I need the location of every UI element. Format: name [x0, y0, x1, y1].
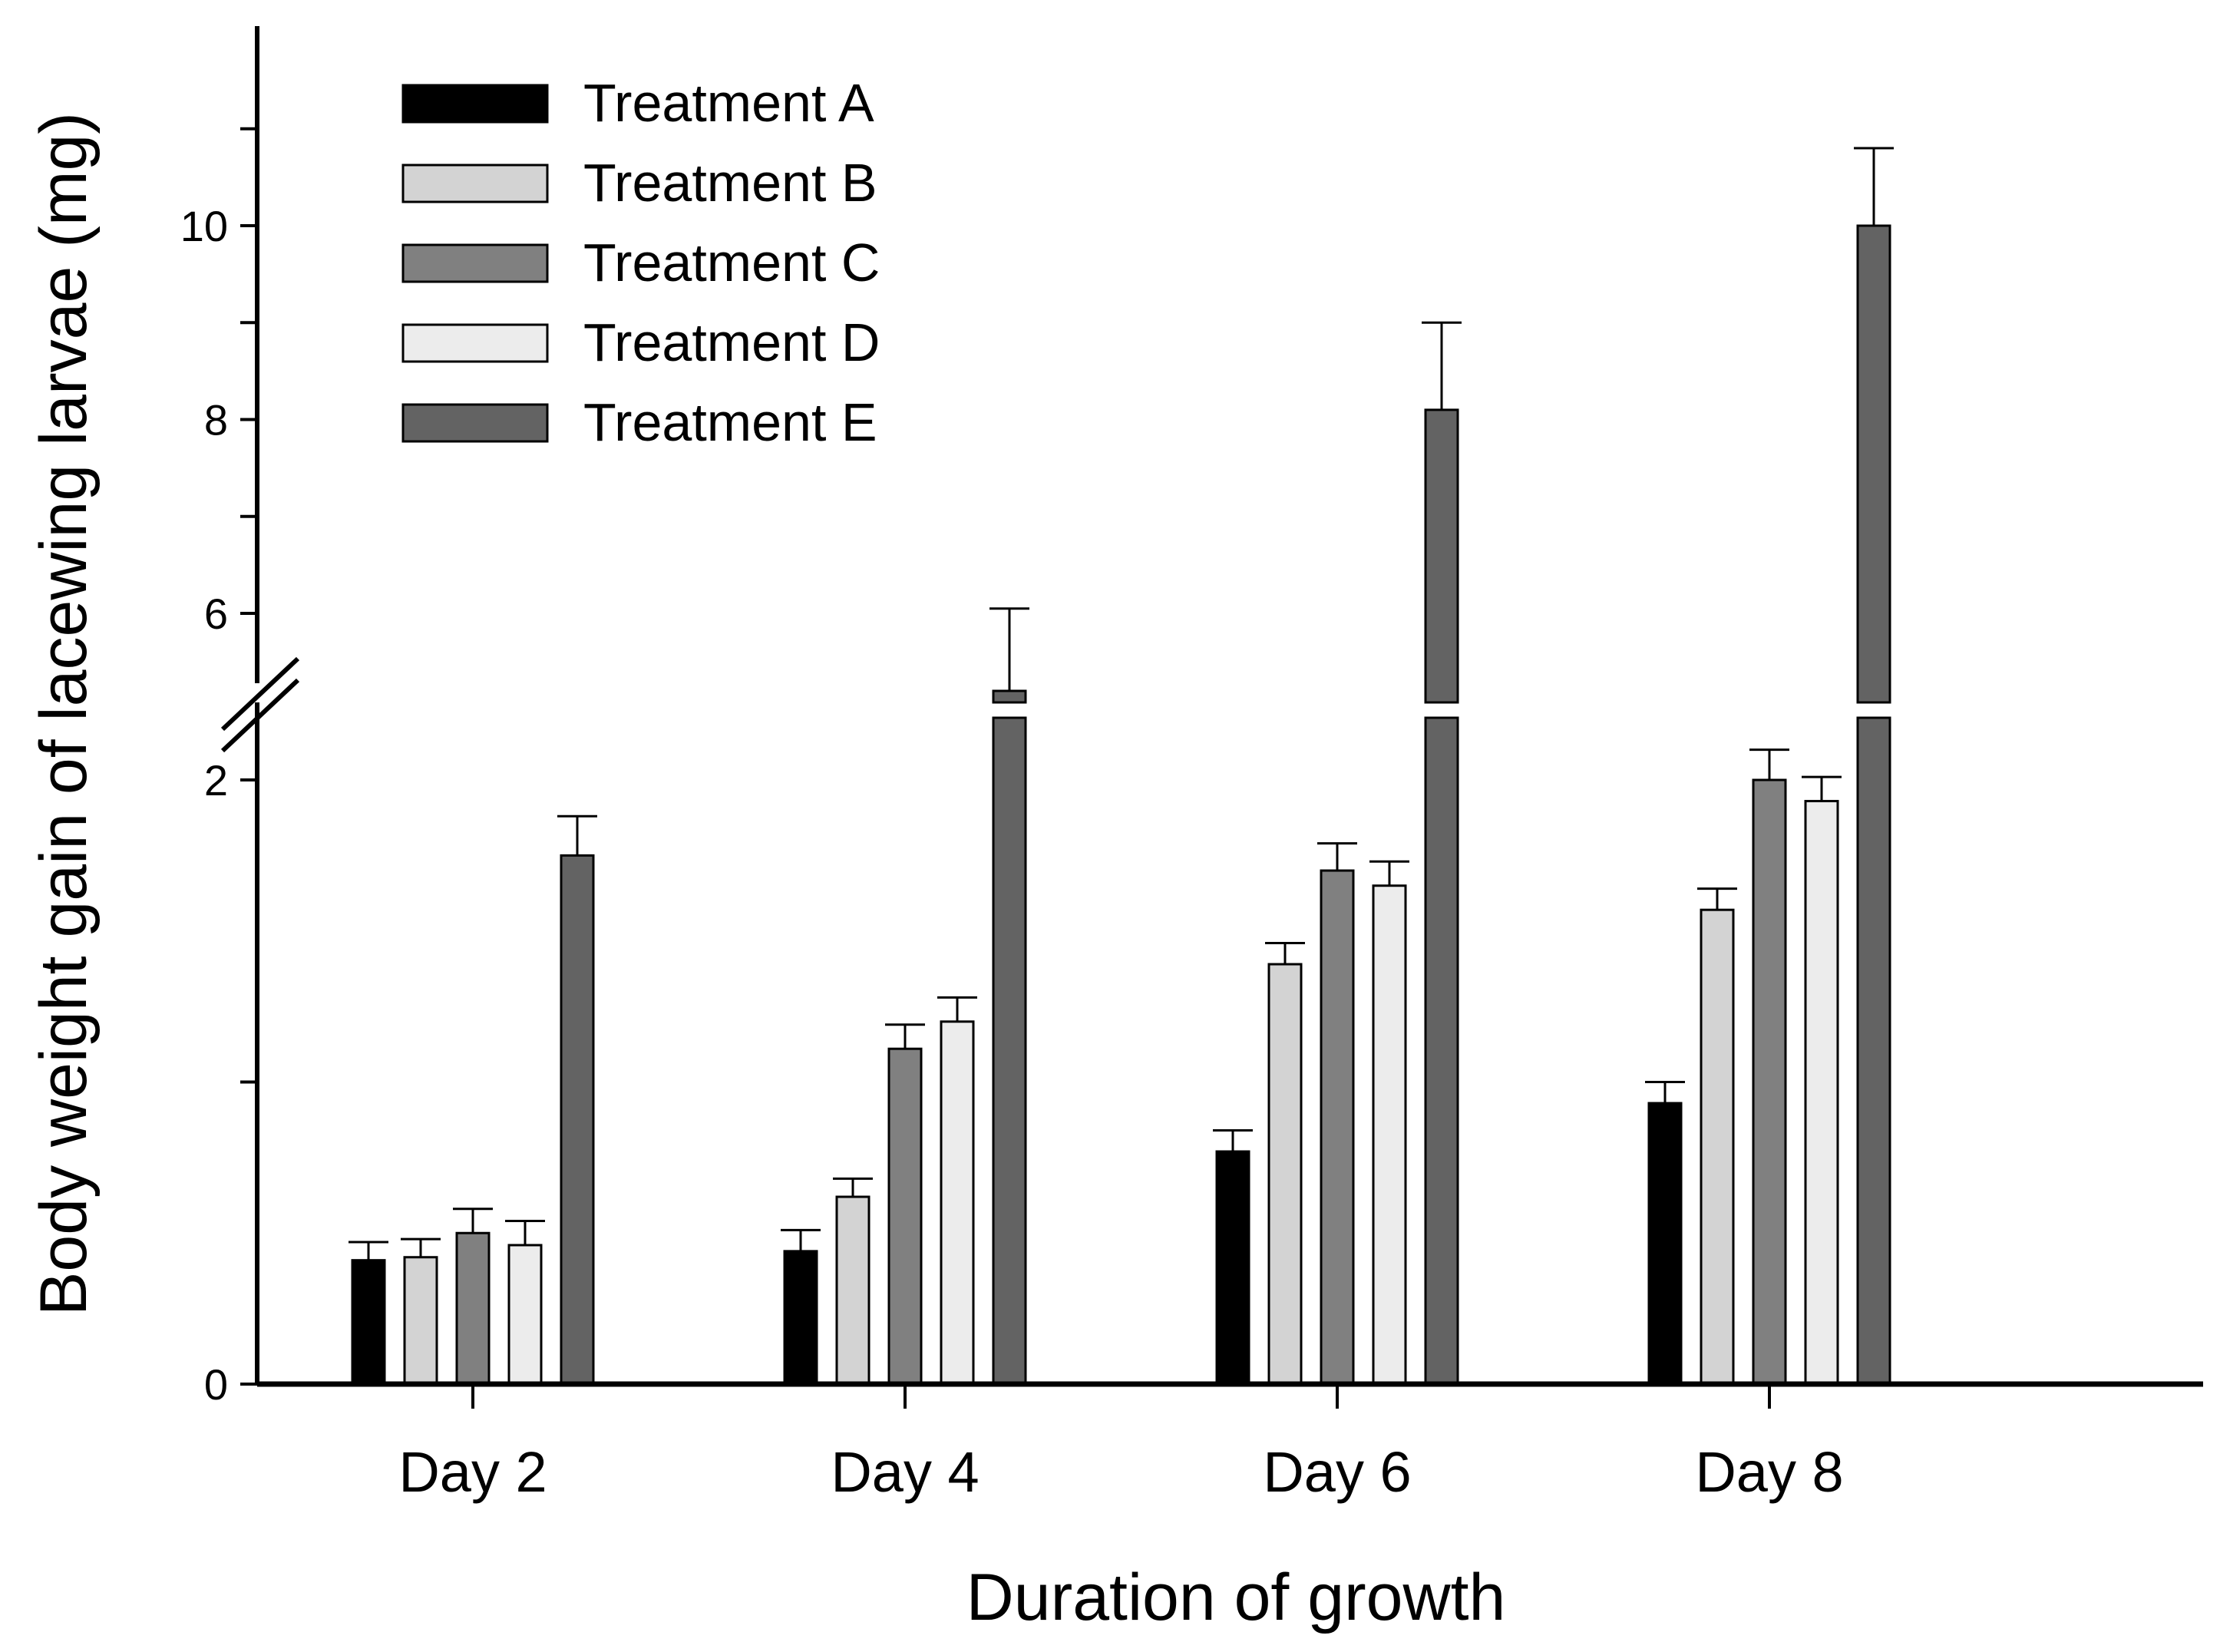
bar-4-3 [1372, 884, 1407, 1386]
legend-label-2: Treatment B [583, 153, 877, 213]
bar-4-2 [940, 1020, 975, 1386]
legend-swatch-1 [401, 84, 549, 124]
bar-2-2 [835, 1195, 870, 1386]
legend-swatch-3 [401, 243, 549, 283]
x-category-label: Day 8 [1695, 1440, 1843, 1504]
bar-1-4 [1647, 1102, 1683, 1386]
legend-label-1: Treatment A [583, 73, 874, 133]
legend: Treatment A Treatment B Treatment C Treatme… [401, 73, 880, 452]
legend-swatch-5 [401, 403, 549, 443]
bar-5-4-lower [1856, 716, 1891, 1386]
bar-2-1 [403, 1256, 438, 1386]
bar-3-2 [887, 1047, 923, 1386]
bar-5-1 [560, 854, 595, 1386]
bar-3-1 [455, 1231, 491, 1386]
bar-1-1 [351, 1259, 386, 1386]
bar-5-4-upper [1856, 224, 1891, 704]
x-category-label: Day 2 [398, 1440, 547, 1504]
bar-5-3-upper [1424, 408, 1459, 704]
bar-1-3 [1215, 1150, 1250, 1386]
x-category-label: Day 6 [1263, 1440, 1411, 1504]
axis-break-mark-lower [220, 678, 300, 753]
y-tick-label-10: 10 [180, 202, 228, 250]
x-axis-title: Duration of growth [966, 1561, 1506, 1634]
legend-label-5: Treatment E [583, 392, 877, 452]
bar-5-3-lower [1424, 716, 1459, 1386]
legend-label-4: Treatment D [583, 312, 880, 372]
axis-break-mark-upper [220, 656, 300, 732]
bar-1-2 [783, 1250, 818, 1386]
y-tick-label-8: 8 [204, 396, 228, 444]
bar-5-2-lower [992, 716, 1027, 1386]
y-tick-label-6: 6 [204, 590, 228, 638]
bars-layer [349, 147, 1894, 1386]
bar-4-4 [1804, 800, 1839, 1386]
bar-2-4 [1700, 908, 1735, 1386]
legend-swatch-2 [401, 164, 549, 203]
bar-3-3 [1320, 869, 1355, 1386]
bar-5-2-upper [992, 689, 1027, 704]
bar-3-4 [1752, 778, 1787, 1386]
ticks-layer: 0 2 6 8 10 Day 2 Day 4 Day 6 Day 8 [180, 127, 1844, 1504]
bar-4-1 [507, 1244, 543, 1386]
legend-label-3: Treatment C [583, 233, 880, 292]
axes-layer [220, 26, 2203, 1387]
x-category-label: Day 4 [831, 1440, 979, 1504]
y-axis-title: Body weight gain of lacewing larvae (mg) [27, 112, 101, 1316]
y-tick-label-2: 2 [204, 756, 228, 805]
y-tick-label-0: 0 [204, 1360, 228, 1409]
bar-2-3 [1267, 963, 1303, 1386]
legend-swatch-4 [401, 323, 549, 363]
